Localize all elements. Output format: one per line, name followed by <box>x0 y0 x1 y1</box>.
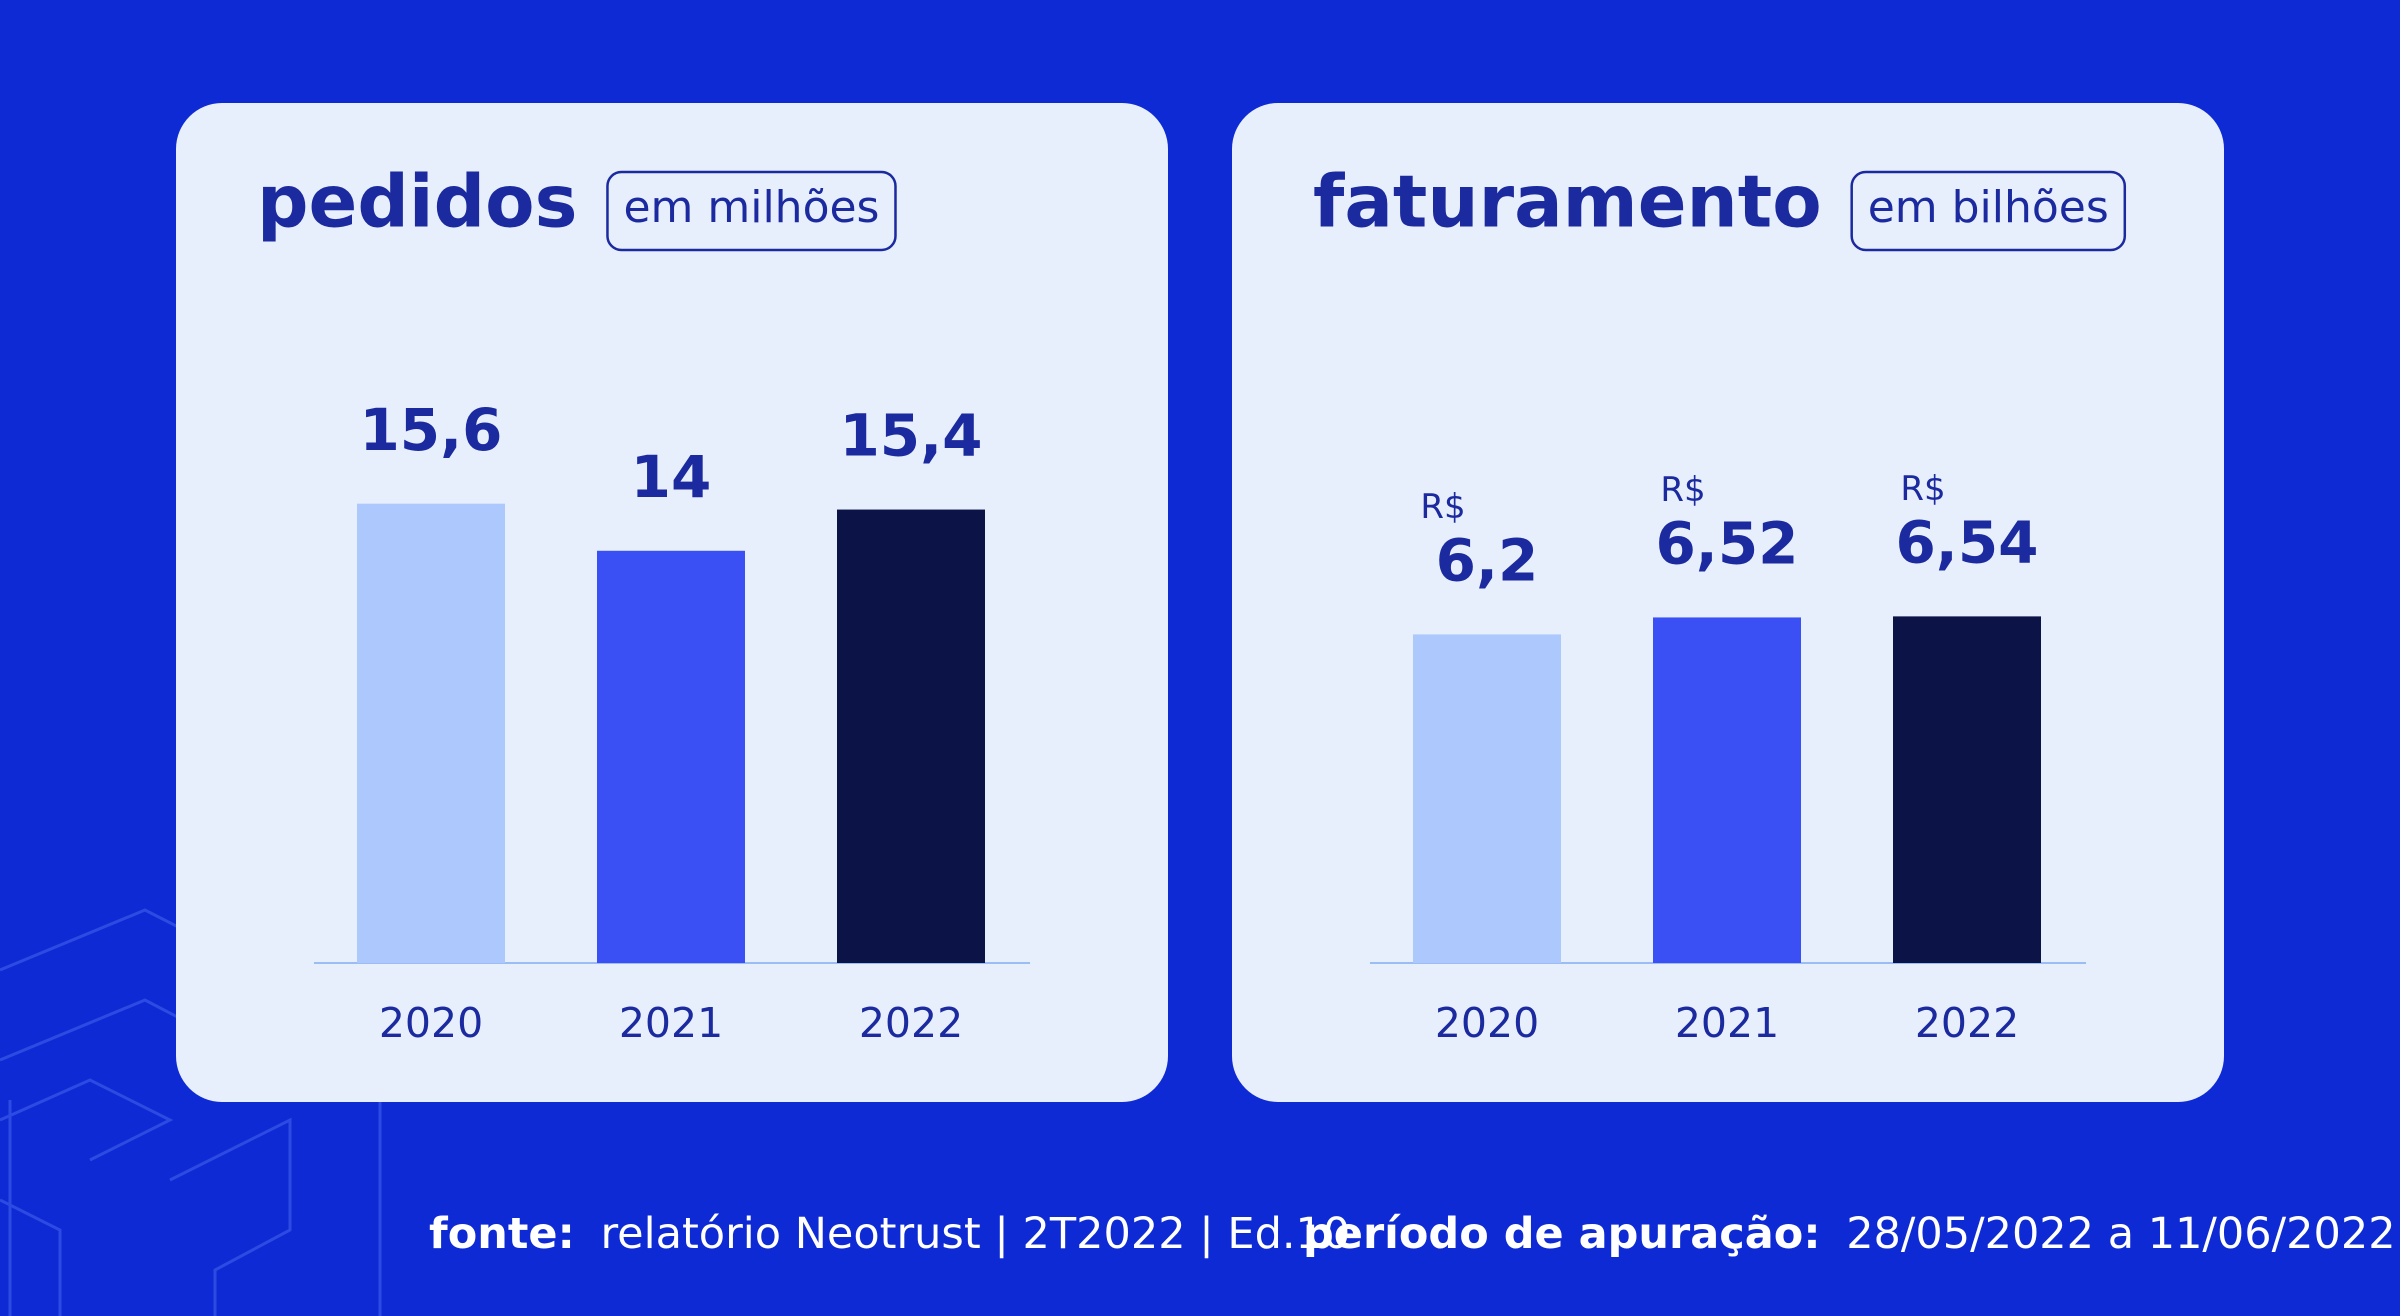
bar <box>597 550 745 963</box>
card-title: faturamento <box>1313 160 1822 244</box>
x-tick-label: 2022 <box>859 999 963 1047</box>
bar <box>1653 617 1801 963</box>
subtitle-pill <box>606 170 897 252</box>
source: relatório Neotrust | 2T2022 | Ed.10 <box>600 1209 1350 1259</box>
value-prefix: R$ <box>1420 487 1465 527</box>
source-label: fonte: <box>429 1209 575 1259</box>
value-prefix: R$ <box>1660 470 1705 510</box>
period-label: período de apuração: <box>1303 1209 1821 1259</box>
footer: fonte: relatório Neotrust | 2T2022 | Ed.… <box>429 1209 2396 1259</box>
bar <box>837 509 985 963</box>
x-tick-label: 2022 <box>1915 999 2019 1047</box>
value-label: 15,6 <box>359 396 502 464</box>
value-prefix: R$ <box>1900 469 1945 509</box>
bar <box>1893 616 2041 963</box>
x-tick-label: 2021 <box>1675 999 1779 1047</box>
x-tick-label: 2021 <box>619 999 723 1047</box>
card-title: pedidos <box>257 160 577 244</box>
value-label: 6,52 <box>1655 510 1798 578</box>
bar <box>1413 634 1561 963</box>
subtitle-pill <box>1850 170 2127 252</box>
card-subtitle: em milhões <box>623 182 879 233</box>
value-label: 15,4 <box>839 402 982 470</box>
x-tick-label: 2020 <box>1435 999 1539 1047</box>
period: 28/05/2022 a 11/06/2022 <box>1846 1209 2395 1259</box>
value-label: 6,54 <box>1895 508 2038 576</box>
value-label: 6,2 <box>1436 527 1539 595</box>
value-label: 14 <box>631 443 712 511</box>
bar <box>357 503 505 963</box>
card-subtitle: em bilhões <box>1868 182 2109 233</box>
x-tick-label: 2020 <box>379 999 483 1047</box>
